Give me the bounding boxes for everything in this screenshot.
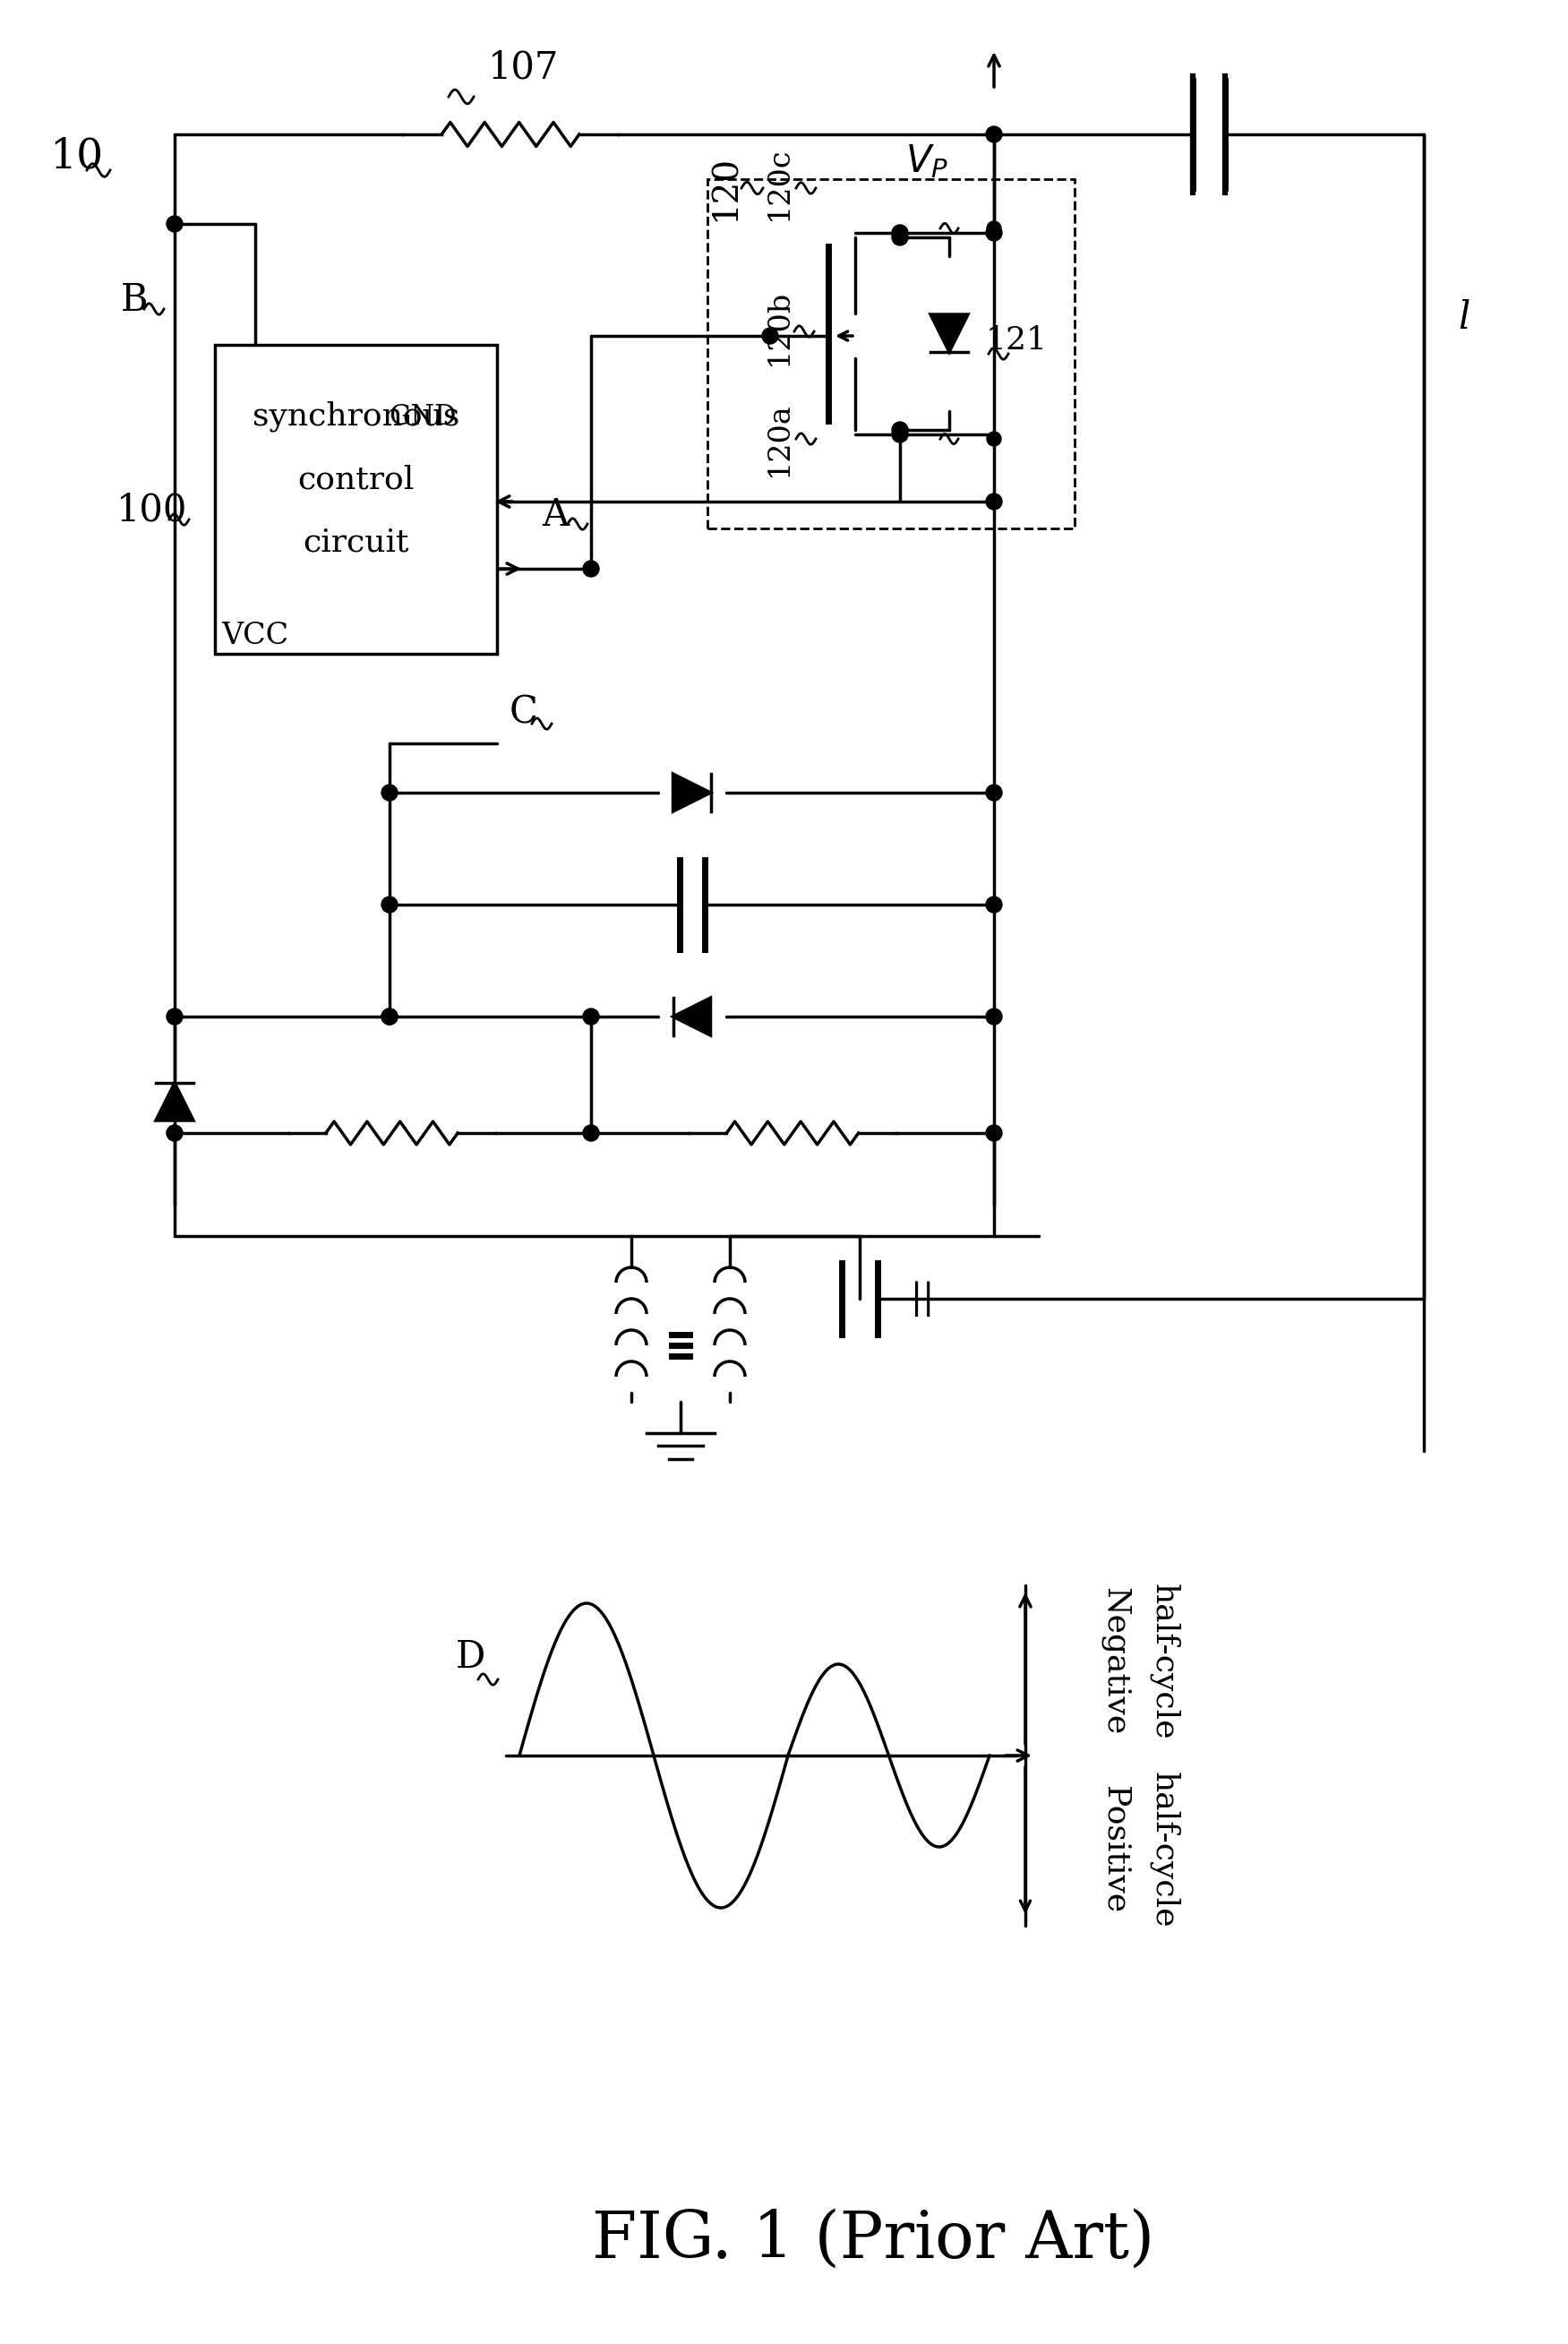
Circle shape xyxy=(986,785,1002,802)
Circle shape xyxy=(381,1008,398,1024)
Text: Positive: Positive xyxy=(1099,1786,1131,1913)
Circle shape xyxy=(381,1008,398,1024)
Polygon shape xyxy=(155,1083,193,1120)
Circle shape xyxy=(986,220,1000,234)
Text: VCC: VCC xyxy=(221,621,289,649)
Circle shape xyxy=(986,127,1002,143)
Circle shape xyxy=(583,1008,599,1024)
Polygon shape xyxy=(673,999,710,1036)
Circle shape xyxy=(986,895,1002,912)
Text: $V_P$: $V_P$ xyxy=(905,143,949,180)
Text: synchronous: synchronous xyxy=(252,401,459,431)
Text: half-cycle: half-cycle xyxy=(1149,1772,1179,1927)
Polygon shape xyxy=(930,314,967,352)
Circle shape xyxy=(762,328,778,345)
Text: 120c: 120c xyxy=(765,148,793,220)
Circle shape xyxy=(166,1008,183,1024)
Circle shape xyxy=(381,895,398,912)
Text: 120: 120 xyxy=(709,155,742,220)
Circle shape xyxy=(986,495,1002,509)
Circle shape xyxy=(892,427,908,443)
Circle shape xyxy=(892,422,908,438)
Text: A: A xyxy=(541,497,569,534)
Circle shape xyxy=(892,230,908,246)
Text: 100: 100 xyxy=(116,492,188,530)
Text: circuit: circuit xyxy=(303,527,409,558)
Text: FIG. 1 (Prior Art): FIG. 1 (Prior Art) xyxy=(593,2208,1156,2271)
Circle shape xyxy=(892,225,908,241)
Text: ||: || xyxy=(911,1282,935,1317)
Circle shape xyxy=(166,216,183,232)
Text: C: C xyxy=(510,694,538,731)
Circle shape xyxy=(583,560,599,577)
Text: GND: GND xyxy=(389,403,456,431)
Text: D: D xyxy=(455,1638,485,1676)
Polygon shape xyxy=(673,774,710,811)
Text: 121: 121 xyxy=(985,326,1047,356)
Text: 107: 107 xyxy=(488,49,560,87)
Circle shape xyxy=(986,1125,1002,1142)
Text: control: control xyxy=(298,464,414,495)
Circle shape xyxy=(986,431,1000,445)
Circle shape xyxy=(381,785,398,802)
Text: half-cycle: half-cycle xyxy=(1149,1582,1179,1739)
Text: 10: 10 xyxy=(49,136,103,178)
Circle shape xyxy=(986,225,1002,241)
Circle shape xyxy=(583,1125,599,1142)
Text: 120a: 120a xyxy=(765,401,793,476)
Circle shape xyxy=(986,1008,1002,1024)
Circle shape xyxy=(166,1125,183,1142)
Text: B: B xyxy=(121,281,147,319)
Text: Negative: Negative xyxy=(1099,1587,1131,1735)
Text: l: l xyxy=(1458,300,1471,338)
Text: 120b: 120b xyxy=(765,288,793,366)
